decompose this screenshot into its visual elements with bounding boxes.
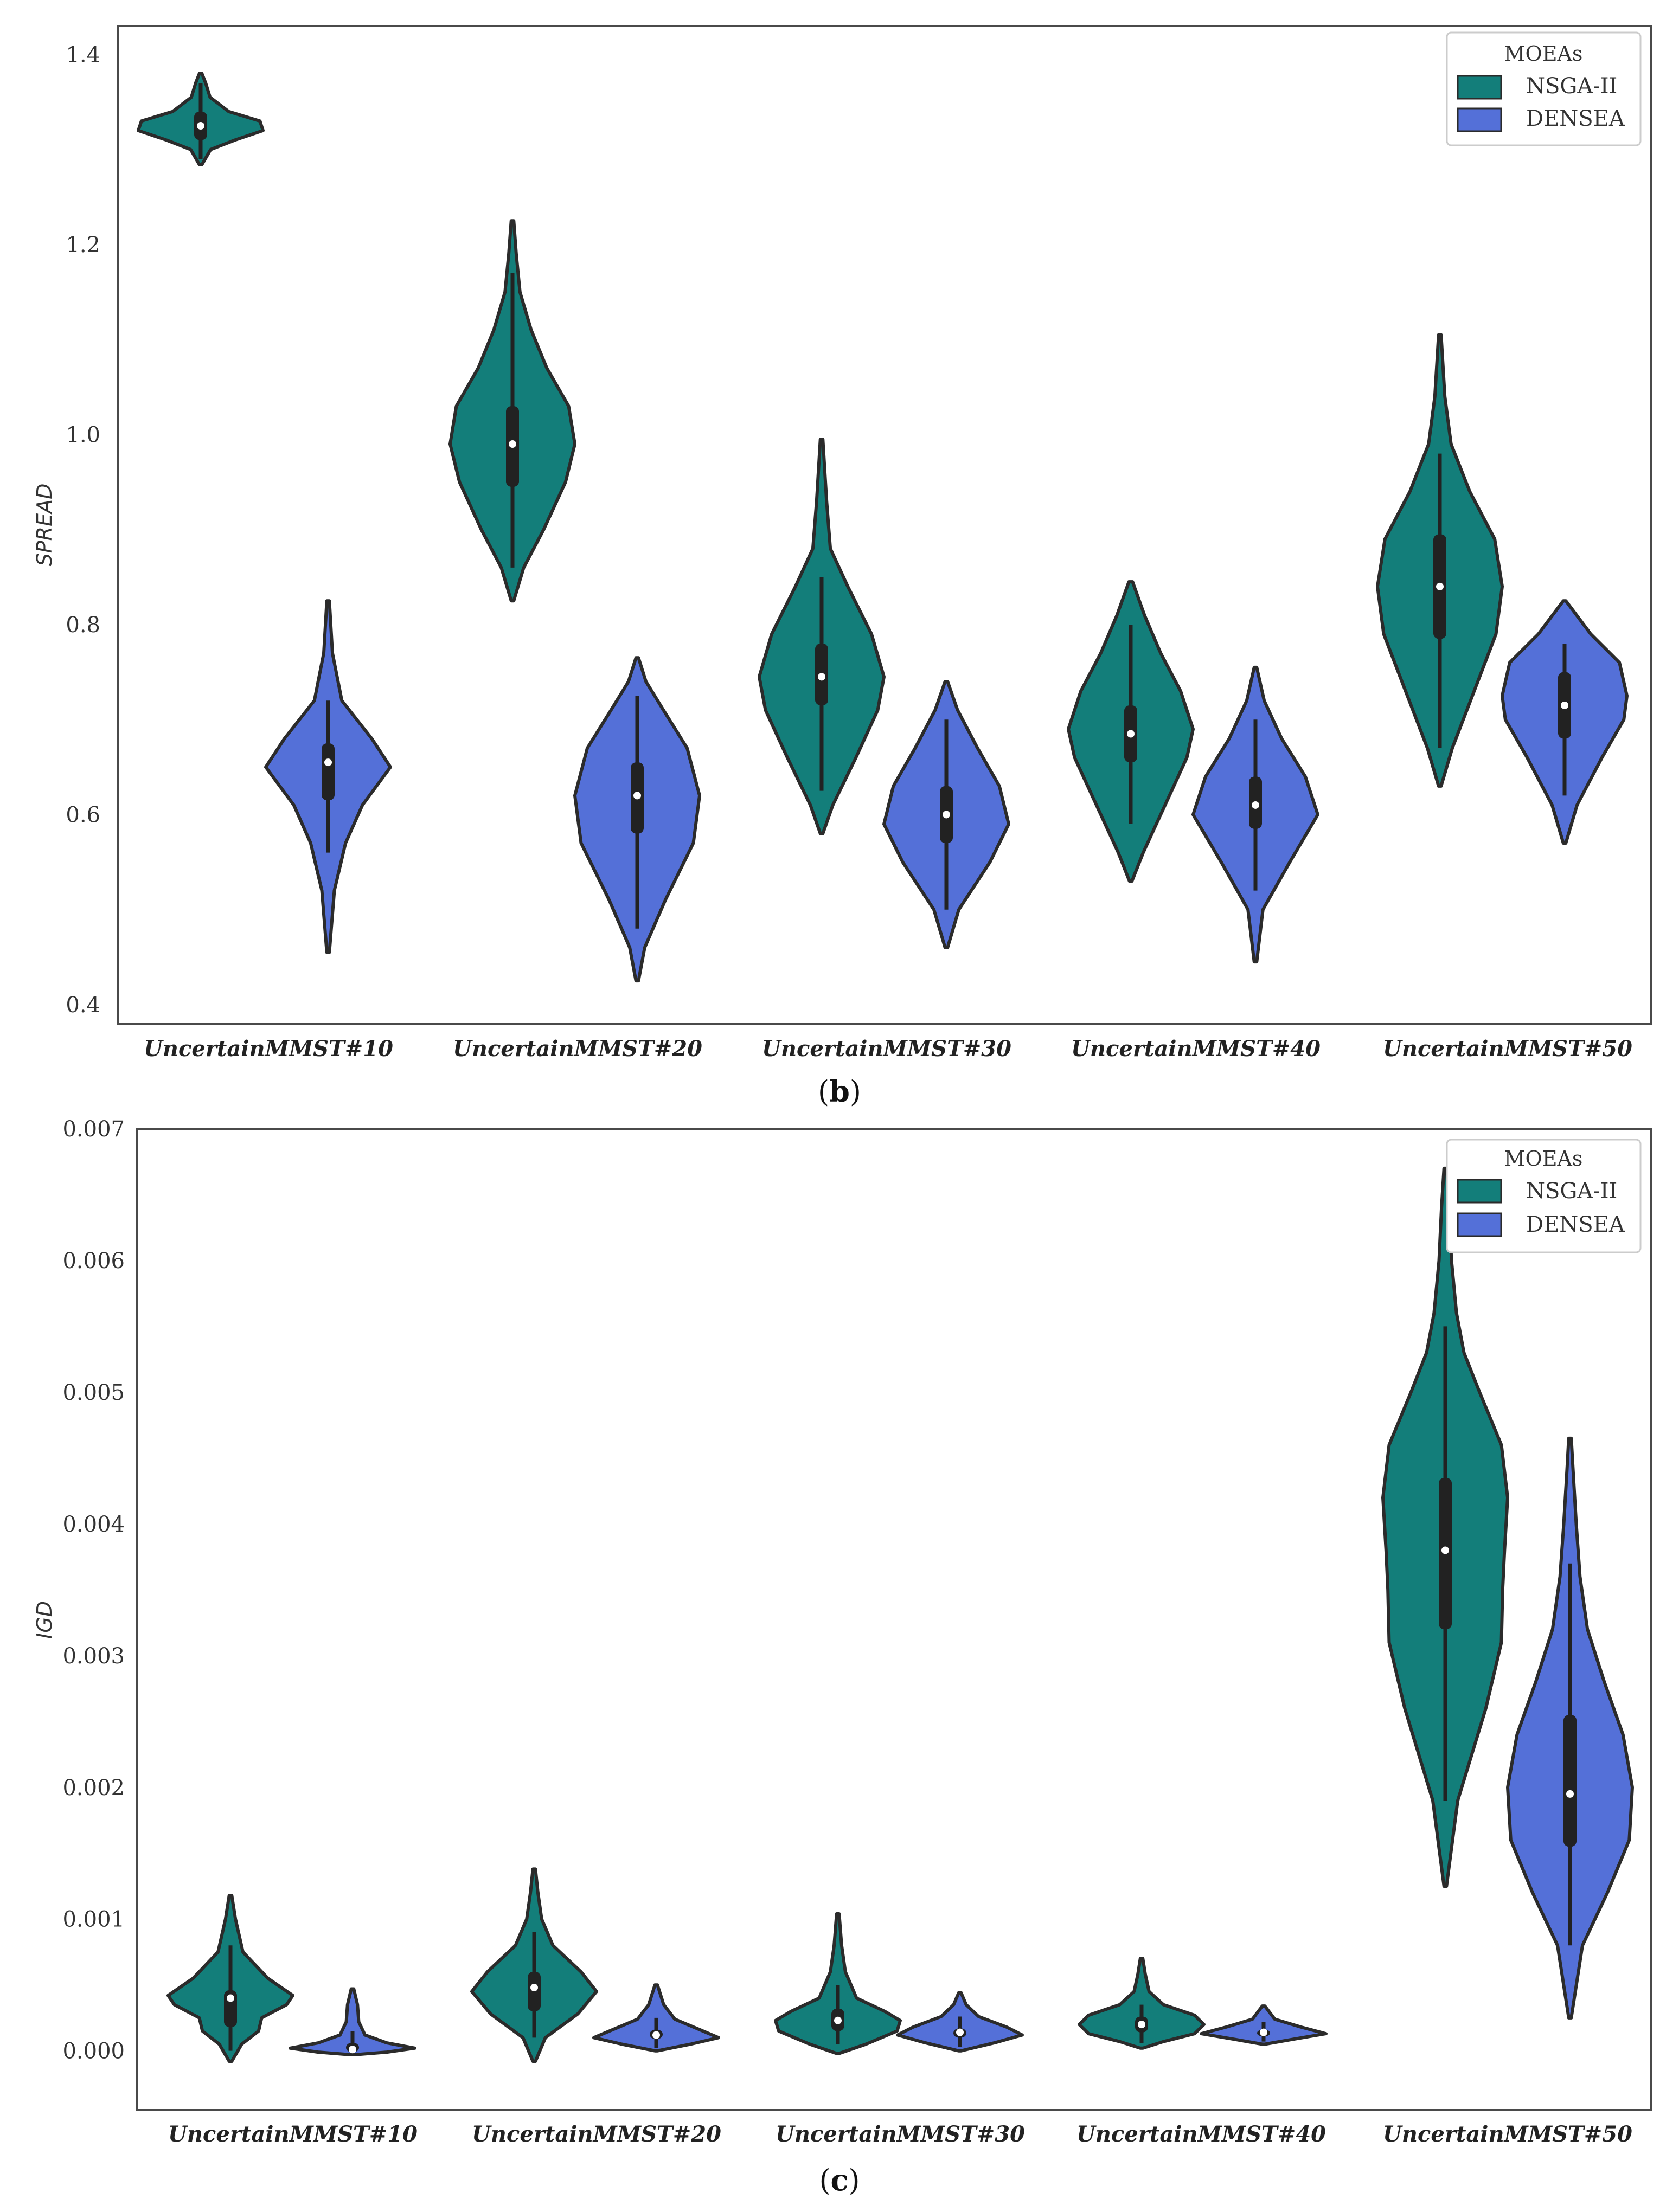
violin-median-dot <box>943 811 950 819</box>
violin-median-dot <box>1566 1790 1574 1798</box>
violin-median-dot <box>1138 2021 1145 2029</box>
y-tick-label: 1.2 <box>66 233 100 258</box>
legend-title: MOEAs <box>1504 42 1583 66</box>
y-axis-label: SPREAD <box>33 484 56 567</box>
y-tick-label: 0.6 <box>66 802 100 827</box>
violin-median-dot <box>324 758 332 767</box>
y-ticks-group: 0.4 0.6 0.8 1.0 1.2 1.4 <box>66 43 100 1018</box>
legend-label-nsga: NSGA-II <box>1526 74 1617 99</box>
y-tick-label: 0.000 <box>62 2039 125 2064</box>
x-category-label: UncertainMMST#50 <box>1383 1036 1632 1062</box>
violin-body <box>289 1987 416 2056</box>
violin-densea <box>882 680 1010 949</box>
violin-median-dot <box>1252 801 1259 809</box>
violin-densea <box>1200 2004 1328 2046</box>
violin-median-dot <box>818 673 825 681</box>
x-category-label: UncertainMMST#40 <box>1076 2121 1326 2147</box>
violin-densea <box>1501 599 1629 845</box>
violin-median-dot <box>509 440 516 448</box>
panel-spread: 0.4 0.6 0.8 1.0 1.2 1.4 SPREAD UncertainMMST#… <box>33 25 1652 1109</box>
y-tick-label: 1.0 <box>66 423 100 448</box>
violins-group <box>137 72 1629 983</box>
violin-median-dot <box>652 2031 660 2039</box>
panel-caption: (c) <box>819 2163 860 2197</box>
violin-nsga <box>758 438 886 835</box>
violin-nsga <box>470 1867 598 2063</box>
legend-title: MOEAs <box>1504 1147 1583 1171</box>
violin-nsga <box>1078 1957 1206 2050</box>
y-tick-label: 0.006 <box>62 1249 125 1274</box>
x-category-label: UncertainMMST#10 <box>168 2121 418 2147</box>
violin-median-dot <box>633 792 641 800</box>
x-category-label: UncertainMMST#10 <box>144 1036 393 1062</box>
plot-frame <box>117 25 1652 1025</box>
violin-densea <box>1191 665 1319 964</box>
violin-nsga <box>774 1912 902 2055</box>
caption-letter: c <box>831 2163 849 2197</box>
violin-body <box>774 1912 902 2055</box>
caption-letter: b <box>829 1074 850 1109</box>
violin-nsga <box>1376 333 1504 788</box>
y-tick-label: 0.003 <box>62 1644 125 1669</box>
x-category-label: UncertainMMST#40 <box>1071 1036 1321 1062</box>
x-category-labels: UncertainMMST#10 UncertainMMST#20 Uncertai… <box>144 1036 1632 1062</box>
violin-median-dot <box>956 2028 964 2036</box>
violins-group <box>166 1166 1634 2063</box>
violin-median-dot <box>1441 1546 1449 1554</box>
panel-igd: 0.000 0.001 0.002 0.003 0.004 0.005 0.006 0.007… <box>33 1117 1652 2197</box>
violin-median-dot <box>1260 2028 1267 2036</box>
violin-densea <box>264 599 392 954</box>
x-category-label: UncertainMMST#30 <box>762 1036 1011 1062</box>
violin-nsga <box>1067 580 1195 883</box>
y-tick-label: 0.002 <box>62 1776 125 1801</box>
y-tick-label: 0.8 <box>66 613 100 638</box>
violin-median-dot <box>197 122 204 130</box>
violin-median-dot <box>1436 582 1444 590</box>
violin-densea <box>896 1991 1024 2053</box>
y-axis-label: IGD <box>33 1601 56 1639</box>
violin-median-dot <box>530 1984 538 1992</box>
legend-label-nsga: NSGA-II <box>1526 1179 1617 1204</box>
violin-nsga <box>137 72 265 166</box>
legend-swatch-densea <box>1457 107 1502 132</box>
violin-median-dot <box>1561 701 1568 709</box>
violin-median-dot <box>349 2046 356 2054</box>
legend-label-densea: DENSEA <box>1526 106 1625 131</box>
y-tick-label: 0.4 <box>66 993 100 1018</box>
violin-median-dot <box>1127 730 1135 738</box>
violin-densea <box>592 1983 720 2053</box>
violin-nsga <box>1381 1166 1509 1888</box>
y-tick-label: 1.4 <box>66 43 100 68</box>
violin-iqr-box <box>322 743 335 801</box>
violin-densea <box>573 656 701 983</box>
x-category-label: UncertainMMST#20 <box>453 1036 702 1062</box>
y-tick-label: 0.005 <box>62 1380 125 1405</box>
y-tick-label: 0.001 <box>62 1907 125 1932</box>
legend: MOEAs NSGA-II DENSEA <box>1446 1139 1642 1253</box>
x-category-label: UncertainMMST#50 <box>1383 2121 1632 2147</box>
plot-frame <box>136 1128 1652 2111</box>
y-tick-label: 0.007 <box>62 1117 125 1142</box>
legend-swatch-nsga <box>1457 1179 1502 1204</box>
y-ticks-group: 0.000 0.001 0.002 0.003 0.004 0.005 0.006 0.007 <box>62 1117 125 2064</box>
x-category-labels: UncertainMMST#10 UncertainMMST#20 Uncertai… <box>168 2121 1632 2147</box>
x-category-label: UncertainMMST#20 <box>472 2121 721 2147</box>
legend: MOEAs NSGA-II DENSEA <box>1446 31 1642 146</box>
legend-label-densea: DENSEA <box>1526 1212 1625 1237</box>
violin-median-dot <box>227 1994 234 2002</box>
violin-densea <box>1506 1436 1634 2020</box>
legend-swatch-nsga <box>1457 75 1502 100</box>
violin-nsga <box>448 219 576 603</box>
panel-caption: (b) <box>818 1074 861 1109</box>
y-tick-label: 0.004 <box>62 1512 125 1537</box>
violin-iqr-box <box>528 1971 541 2011</box>
violin-body <box>1078 1957 1206 2050</box>
violin-nsga <box>166 1894 294 2063</box>
legend-swatch-densea <box>1457 1212 1502 1237</box>
violin-iqr-box <box>1563 1715 1577 1847</box>
x-category-label: UncertainMMST#30 <box>776 2121 1025 2147</box>
violin-median-dot <box>834 2016 842 2024</box>
violin-densea <box>289 1987 416 2056</box>
